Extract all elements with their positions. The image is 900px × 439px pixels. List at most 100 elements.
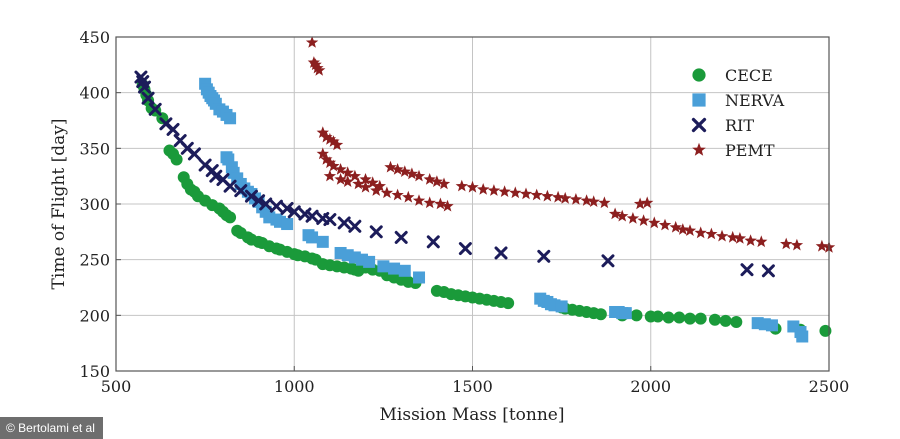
data-point-pemt: [430, 175, 443, 187]
y-tick-label: 450: [79, 28, 110, 47]
data-point-rit: [323, 213, 337, 227]
data-point-nerva: [619, 307, 632, 320]
data-point-pemt: [705, 227, 718, 240]
data-point-pemt: [373, 179, 386, 192]
legend-marker-pemt: [692, 142, 706, 156]
data-point-nerva: [306, 231, 319, 244]
data-point-pemt: [359, 173, 372, 185]
data-point-nerva: [316, 235, 329, 248]
data-point-cece: [694, 312, 707, 325]
data-point-rit: [223, 179, 237, 193]
legend-marker-rit: [691, 117, 707, 133]
data-point-pemt: [398, 165, 411, 177]
data-point-pemt: [330, 138, 344, 151]
data-point-pemt: [477, 183, 490, 195]
y-tick-label: 150: [79, 362, 110, 381]
data-point-pemt: [391, 188, 404, 201]
data-point-rit: [426, 235, 440, 249]
data-point-pemt: [683, 224, 697, 236]
data-point-pemt: [541, 189, 554, 202]
data-point-rit: [348, 219, 362, 233]
data-point-pemt: [366, 176, 379, 189]
data-point-pemt: [370, 184, 383, 196]
data-point-rit: [494, 246, 508, 260]
data-point-pemt: [341, 166, 354, 179]
y-tick-label: 300: [79, 195, 110, 214]
data-point-pemt: [311, 61, 324, 74]
data-point-pemt: [509, 186, 522, 199]
data-point-pemt: [587, 195, 600, 207]
data-point-pemt: [441, 199, 454, 212]
data-point-nerva: [413, 271, 426, 284]
data-point-pemt: [658, 218, 672, 231]
data-point-pemt: [569, 193, 583, 205]
legend: CECE NERVA RIT PEMT: [691, 66, 785, 160]
data-point-pemt: [790, 238, 804, 251]
data-point-pemt: [352, 177, 365, 190]
data-point-pemt: [626, 212, 640, 224]
data-point-pemt: [633, 197, 647, 210]
legend-label-pemt: PEMT: [725, 141, 775, 160]
data-point-pemt: [323, 169, 337, 182]
data-point-nerva: [341, 249, 354, 262]
data-point-rit: [269, 199, 283, 213]
data-point-pemt: [580, 194, 593, 206]
data-point-pemt: [559, 191, 572, 204]
data-point-pemt: [487, 184, 501, 196]
data-point-cece: [662, 311, 675, 324]
data-point-pemt: [384, 160, 397, 173]
data-point-pemt: [323, 156, 337, 169]
x-tick-label: 2000: [630, 377, 671, 396]
data-point-pemt: [733, 232, 747, 244]
data-point-pemt: [380, 186, 394, 199]
data-point-cece: [170, 153, 183, 166]
data-point-rit: [252, 194, 266, 208]
x-tick-label: 500: [101, 377, 132, 396]
data-point-pemt: [455, 179, 468, 192]
data-point-pemt: [437, 177, 451, 190]
data-point-pemt: [694, 226, 707, 239]
data-point-pemt: [519, 187, 533, 200]
data-point-nerva: [377, 260, 390, 273]
data-point-pemt: [641, 196, 654, 209]
data-point-pemt: [316, 126, 329, 138]
data-point-pemt: [327, 135, 340, 147]
y-tick-label: 250: [79, 251, 110, 270]
data-point-rit: [287, 205, 301, 219]
data-point-pemt: [637, 214, 650, 226]
data-point-pemt: [323, 132, 337, 145]
legend-marker-nerva: [692, 93, 706, 107]
data-point-pemt: [423, 173, 436, 185]
photo-credit: © Bertolami et al: [0, 417, 103, 439]
data-point-rit: [458, 242, 472, 256]
data-point-pemt: [348, 169, 361, 182]
data-point-pemt: [327, 159, 340, 172]
data-point-nerva: [765, 319, 778, 332]
data-point-pemt: [715, 229, 729, 242]
data-point-pemt: [466, 180, 479, 193]
data-point-rit: [259, 197, 273, 211]
data-point-rit: [244, 189, 258, 203]
data-point-pemt: [780, 237, 793, 250]
data-point-pemt: [726, 230, 739, 243]
data-point-rit: [537, 249, 551, 263]
data-point-pemt: [815, 239, 829, 252]
data-point-rit: [148, 102, 162, 116]
data-point-cece: [651, 310, 664, 323]
data-point-nerva: [555, 300, 568, 313]
data-point-rit: [761, 264, 775, 278]
data-point-cece: [683, 312, 696, 325]
y-tick-label: 200: [79, 306, 110, 325]
data-point-pemt: [334, 173, 347, 185]
legend-marker-cece: [692, 68, 706, 82]
data-point-pemt: [423, 196, 436, 209]
x-axis-label: Mission Mass [tonne]: [380, 405, 565, 425]
data-point-pemt: [359, 180, 372, 193]
data-point-pemt: [320, 153, 333, 165]
grid: [116, 37, 829, 371]
data-point-pemt: [391, 163, 404, 175]
data-point-rit: [601, 254, 615, 268]
data-point-cece: [630, 309, 643, 322]
y-axis-label: Time of Flight [day]: [49, 119, 69, 290]
